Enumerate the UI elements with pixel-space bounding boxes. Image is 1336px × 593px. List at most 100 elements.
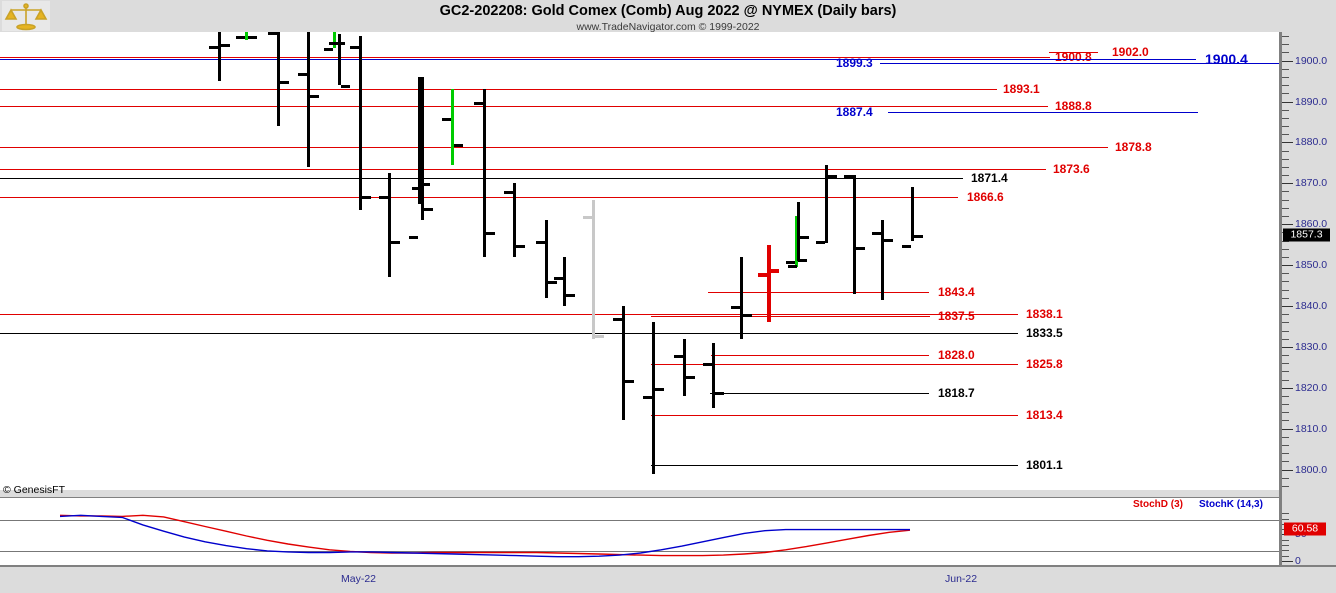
study-line-label: 1833.5 (1026, 325, 1063, 340)
ohlc-bar[interactable] (652, 322, 655, 474)
ohlc-close-tick (798, 258, 807, 262)
ohlc-open-tick (731, 305, 740, 309)
ohlc-open-tick (412, 187, 421, 191)
ohlc-open-tick (844, 175, 853, 179)
indicator-axis-minor-tick (1282, 539, 1289, 541)
ohlc-bar[interactable] (277, 32, 280, 127)
study-line[interactable] (0, 147, 1108, 149)
ohlc-close-tick (454, 144, 463, 148)
study-line[interactable] (0, 332, 1018, 334)
ohlc-bar[interactable] (881, 220, 884, 300)
study-line[interactable] (651, 465, 1018, 467)
ohlc-bar[interactable] (483, 89, 486, 257)
ohlc-open-tick (504, 191, 513, 195)
ohlc-close-tick (914, 235, 923, 239)
study-line[interactable] (0, 106, 1048, 108)
ohlc-bar[interactable] (825, 164, 828, 243)
study-line[interactable] (0, 57, 1050, 59)
ohlc-bar[interactable] (359, 36, 362, 210)
study-line[interactable] (711, 355, 929, 357)
ohlc-bar[interactable] (418, 76, 421, 204)
axis-minor-tick (1282, 289, 1289, 291)
study-line[interactable] (651, 364, 1018, 366)
ohlc-close-tick (516, 244, 525, 248)
ohlc-bar[interactable] (218, 32, 221, 82)
axis-minor-tick (1282, 420, 1289, 422)
study-line[interactable] (0, 168, 1046, 170)
ohlc-bar[interactable] (683, 338, 686, 396)
study-line-label: 1813.4 (1026, 407, 1063, 422)
ohlc-close-tick (743, 314, 752, 318)
indicator-axis-minor-tick (1282, 555, 1289, 557)
axis-tick (1282, 346, 1293, 348)
date-axis[interactable]: May-22 Jun-22 (0, 565, 1336, 593)
ohlc-bar[interactable] (388, 173, 391, 278)
ohlc-bar[interactable] (307, 32, 310, 167)
price-axis-label: 1820.0 (1295, 381, 1328, 394)
price-chart-pane[interactable]: 1902.0 1900.8 1900.4 1899.3 1893.1 1888.8 1887… (0, 32, 1281, 490)
ohlc-bar[interactable] (333, 32, 336, 49)
date-axis-label: Jun-22 (945, 573, 978, 585)
study-line[interactable] (651, 316, 930, 318)
indicator-axis-minor-tick (1282, 513, 1289, 515)
ohlc-open-tick (613, 318, 622, 322)
ohlc-open-tick (674, 355, 683, 359)
indicator-axis[interactable]: 50060.58 (1281, 490, 1336, 567)
axis-minor-tick (1282, 477, 1289, 479)
ohlc-bar[interactable] (245, 32, 248, 41)
study-line[interactable] (0, 197, 958, 199)
price-axis[interactable]: 1900.0 1890.0 1880.0 1870.0 1860.0 1850.0 1840… (1281, 32, 1336, 490)
ohlc-bar[interactable] (740, 256, 743, 339)
ohlc-bar[interactable] (853, 175, 856, 294)
stochastic-lines (59, 514, 911, 558)
ohlc-open-tick (350, 46, 359, 50)
ohlc-bar[interactable] (795, 216, 798, 268)
axis-minor-tick (1282, 338, 1289, 340)
ohlc-bar[interactable] (451, 89, 454, 165)
study-line[interactable] (651, 414, 1018, 416)
study-line-label: 1888.8 (1055, 99, 1092, 114)
study-line[interactable] (0, 58, 1196, 60)
ohlc-bar[interactable] (513, 183, 516, 257)
study-line[interactable] (0, 177, 963, 179)
ohlc-close-tick (686, 375, 695, 379)
price-axis-label: 1850.0 (1295, 259, 1328, 272)
axis-minor-tick (1282, 248, 1289, 250)
axis-tick (1282, 469, 1293, 471)
study-line[interactable] (880, 63, 1281, 65)
ohlc-bar[interactable] (797, 201, 800, 261)
axis-minor-tick (1282, 485, 1289, 487)
ohlc-bar[interactable] (712, 342, 715, 409)
study-line[interactable] (0, 313, 1018, 315)
study-line-label: 1801.1 (1026, 458, 1063, 473)
ohlc-close-tick (248, 36, 257, 40)
ohlc-bar[interactable] (338, 34, 341, 86)
ohlc-close-tick (391, 240, 400, 244)
axis-minor-tick (1282, 256, 1289, 258)
study-line[interactable] (0, 88, 997, 90)
ohlc-bar[interactable] (563, 256, 566, 306)
axis-minor-tick (1282, 191, 1289, 193)
stoch-d-legend: StochD (3) (1133, 499, 1183, 510)
study-line[interactable] (888, 112, 1198, 114)
ohlc-open-tick (703, 363, 712, 367)
axis-minor-tick (1282, 322, 1289, 324)
ohlc-open-tick (209, 46, 218, 50)
study-line[interactable] (710, 393, 929, 395)
stochastic-indicator-pane[interactable]: StochD (3) StochK (14,3) (0, 497, 1281, 567)
ohlc-bar[interactable] (911, 187, 914, 241)
ohlc-bar[interactable] (622, 305, 625, 421)
ohlc-bar[interactable] (767, 244, 771, 323)
study-line[interactable] (708, 292, 929, 294)
ohlc-close-tick (221, 44, 230, 48)
axis-minor-tick (1282, 68, 1289, 70)
axis-minor-tick (1282, 166, 1289, 168)
study-line[interactable] (1049, 52, 1098, 54)
ohlc-bar[interactable] (421, 76, 424, 221)
ohlc-bar[interactable] (592, 199, 595, 339)
ohlc-bar[interactable] (545, 220, 548, 298)
ohlc-close-tick (362, 195, 371, 199)
axis-minor-tick (1282, 363, 1289, 365)
ohlc-open-tick (536, 240, 545, 244)
ohlc-close-tick (856, 246, 865, 250)
